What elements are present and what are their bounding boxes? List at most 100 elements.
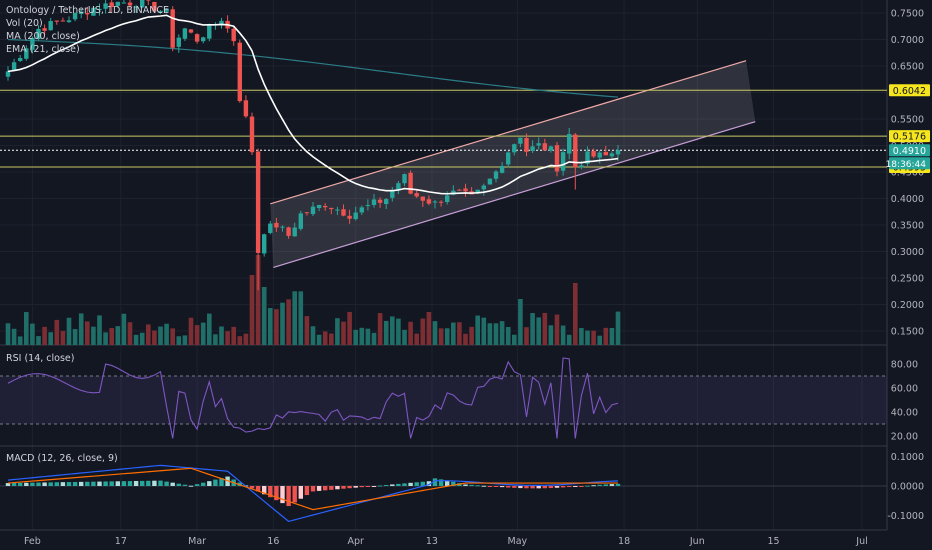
candle-body	[66, 20, 72, 23]
candle-body	[188, 29, 194, 33]
volume-bar	[17, 336, 23, 345]
candle-body	[18, 58, 23, 61]
volume-bar	[127, 322, 133, 345]
macd-histogram-bar	[548, 486, 554, 489]
macd-histogram-bar	[518, 486, 523, 489]
volume-bar	[481, 317, 487, 345]
candle-body	[207, 24, 212, 39]
volume-bar	[188, 317, 194, 345]
symbol-title[interactable]: Ontology / TetherUS, 1D, BINANCE	[6, 5, 169, 16]
macd-histogram-bar	[158, 480, 163, 486]
macd-label[interactable]: MACD (12, 26, close, 9)	[6, 453, 118, 464]
horizontal-price-lines[interactable]	[0, 89, 887, 168]
time-tick-label: Feb	[24, 536, 41, 547]
volume-bar	[292, 291, 297, 345]
time-tick-label: May	[508, 536, 528, 547]
volume-bar	[66, 317, 72, 345]
axes: 0.75000.70000.65000.60000.55000.50000.45…	[24, 0, 932, 550]
candle-body	[408, 172, 413, 194]
macd-histogram-bar	[573, 486, 578, 487]
macd-histogram-bar	[402, 483, 407, 486]
channel-lower-line	[273, 121, 756, 268]
candle-body	[475, 189, 480, 193]
indicator-ema-label[interactable]: EMA (21, close)	[6, 44, 80, 55]
volume-bar	[243, 333, 249, 345]
candle-body	[554, 145, 560, 172]
macd-histogram-bar	[274, 486, 279, 501]
macd-histogram-bar	[140, 480, 145, 486]
candle-body	[597, 152, 602, 158]
volume-bar	[585, 330, 590, 345]
price-tick-label: 0.2500	[891, 274, 924, 285]
candle-body	[530, 146, 535, 152]
candle-body	[426, 199, 432, 204]
candle-body	[140, 0, 145, 8]
macd-histogram-bar	[249, 486, 255, 489]
time-tick-label: Jun	[689, 536, 705, 547]
macd-histogram-bar	[585, 485, 590, 487]
candle-body	[591, 150, 596, 157]
candle-body	[329, 207, 334, 210]
volume-bar	[359, 327, 365, 345]
candle-body	[560, 152, 566, 171]
candle-body	[518, 137, 523, 144]
indicator-vol-label[interactable]: Vol (20)	[6, 18, 43, 29]
macd-histogram-bar	[591, 485, 596, 487]
rsi-line	[7, 357, 619, 439]
volume-bar	[573, 283, 578, 345]
volume-bar	[408, 321, 413, 345]
candle-body	[48, 21, 53, 31]
volume-bar	[420, 318, 426, 345]
candle-body	[609, 153, 615, 157]
ema21-line	[7, 14, 619, 195]
volume-bar	[133, 334, 139, 345]
volume-bar	[322, 331, 328, 345]
macd-histogram-bar	[316, 486, 322, 491]
macd-histogram-bar	[609, 484, 615, 486]
macd-histogram-bar	[127, 481, 133, 486]
candle-body	[457, 189, 462, 191]
candle-body	[353, 212, 358, 220]
volume-bar	[554, 314, 560, 345]
candle-body	[323, 205, 328, 208]
price-tick-label: 0.2000	[891, 300, 924, 311]
indicator-ma-label[interactable]: MA (200, close)	[6, 31, 80, 42]
rsi-label[interactable]: RSI (14, close)	[6, 353, 75, 364]
candle-body	[115, 1, 120, 6]
macd-histogram-bar	[201, 482, 206, 486]
rsi-tick-label: 20.00	[891, 432, 918, 443]
macd-histogram-bar	[182, 484, 188, 486]
volume-bar	[170, 328, 175, 345]
macd-histogram-bar	[384, 484, 389, 486]
volume-bar	[60, 330, 66, 345]
macd-histogram-bar	[396, 483, 401, 486]
countdown-box	[889, 157, 930, 170]
macd-histogram-bar	[213, 479, 218, 486]
time-tick-label: 15	[768, 536, 780, 547]
volume-bar	[396, 318, 401, 345]
macd-histogram-bar	[426, 481, 432, 486]
volume-bar	[24, 312, 29, 345]
macd-histogram-bar	[438, 479, 444, 486]
macd-histogram-bar	[85, 481, 90, 486]
volume-bar	[316, 334, 322, 345]
volume-bar	[219, 326, 224, 345]
candle-body	[60, 20, 66, 22]
volume-bar	[444, 328, 450, 345]
macd-histogram-bar	[469, 484, 474, 486]
price-tick-label: 0.3000	[891, 247, 924, 258]
candle-body	[567, 134, 572, 154]
volume-bar	[560, 325, 566, 345]
volume-bar	[463, 333, 468, 345]
volume-bar	[261, 287, 267, 345]
candle-body	[377, 199, 383, 203]
macd-histogram-bar	[115, 481, 120, 486]
volume-bar	[72, 329, 78, 345]
macd-histogram-bar	[176, 483, 181, 486]
volume-bar	[158, 326, 163, 345]
macd-histogram-bar	[359, 486, 364, 488]
price-label-text: 0.5176	[893, 132, 926, 143]
candle-body	[262, 234, 267, 254]
